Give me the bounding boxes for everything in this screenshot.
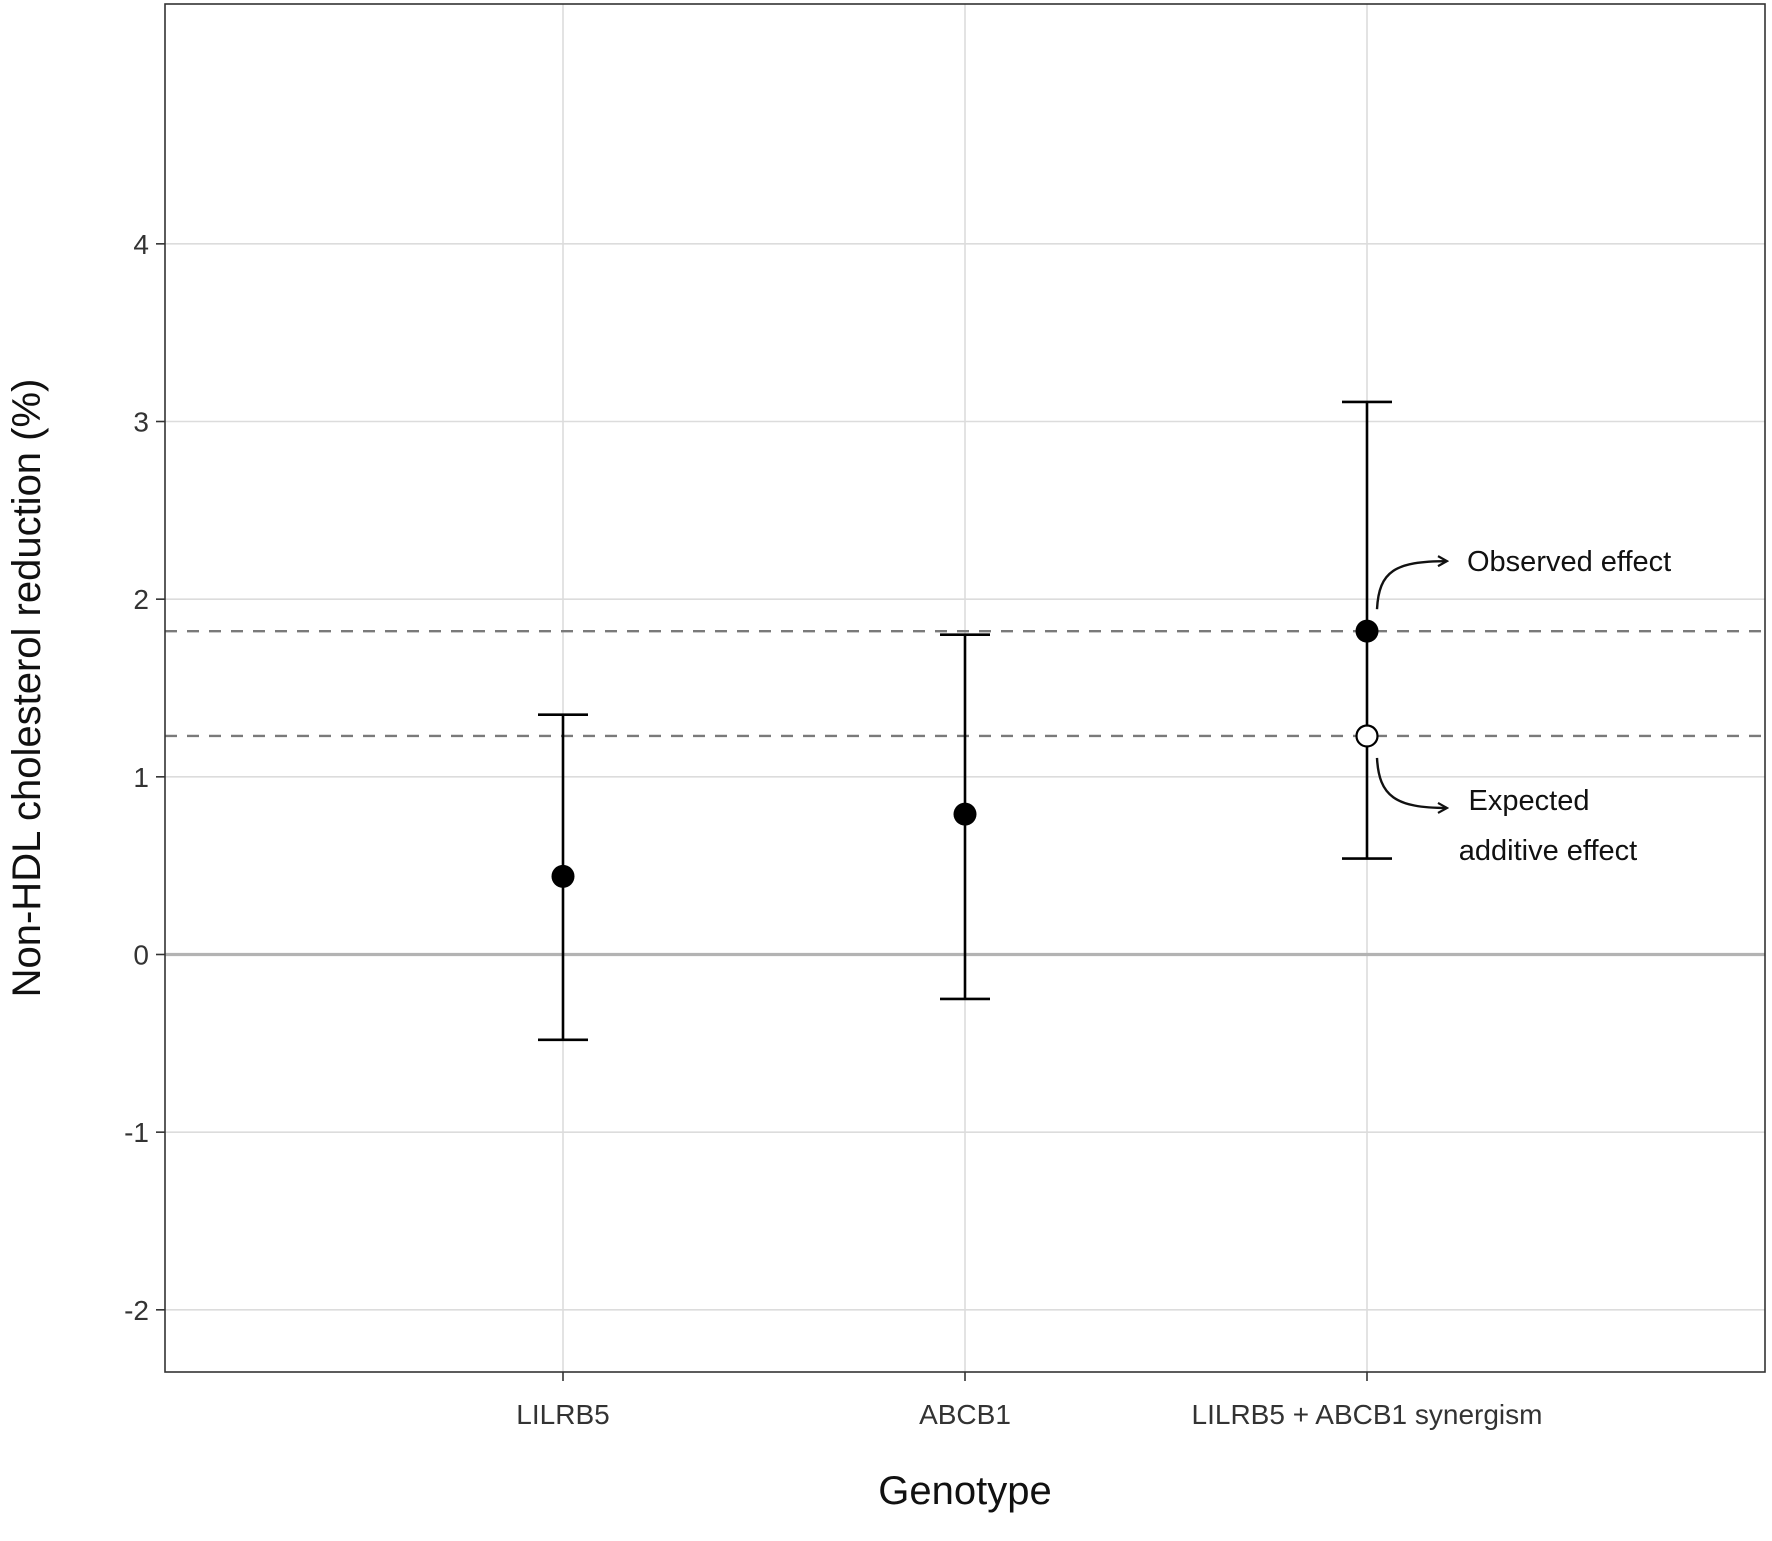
x-tick-label: ABCB1: [919, 1399, 1011, 1430]
y-tick-label: -1: [124, 1117, 149, 1148]
data-points: [551, 619, 1379, 888]
data-point: [551, 864, 575, 888]
y-tick-label: 4: [133, 229, 149, 260]
x-axis-title: Genotype: [878, 1469, 1051, 1513]
annotation-observed: Observed effect: [1467, 546, 1671, 578]
x-tick-label: LILRB5 + ABCB1 synergism: [1192, 1399, 1543, 1430]
x-tick-label: LILRB5: [516, 1399, 609, 1430]
x-axis: LILRB5 ABCB1 LILRB5 + ABCB1 synergism: [516, 1372, 1542, 1430]
y-tick-label: -2: [124, 1295, 149, 1326]
annotation-expected-line2: additive effect: [1459, 835, 1637, 867]
arrow-icon: [1375, 757, 1447, 808]
y-axis-title: Non-HDL cholesterol reduction (%): [5, 379, 49, 998]
data-point: [953, 802, 977, 826]
data-point-open: [1355, 724, 1379, 748]
annotation-expected-line1: Expected: [1469, 785, 1590, 817]
data-point: [1355, 619, 1379, 643]
arrow-icon: [1375, 561, 1447, 610]
y-tick-label: 3: [133, 407, 149, 438]
y-tick-label: 0: [133, 939, 149, 970]
annotations: Observed effect Expected additive effect: [1375, 546, 1671, 867]
y-tick-label: 1: [133, 762, 149, 793]
y-axis: -2 -1 0 1 2 3 4: [124, 229, 165, 1326]
y-tick-label: 2: [133, 584, 149, 615]
